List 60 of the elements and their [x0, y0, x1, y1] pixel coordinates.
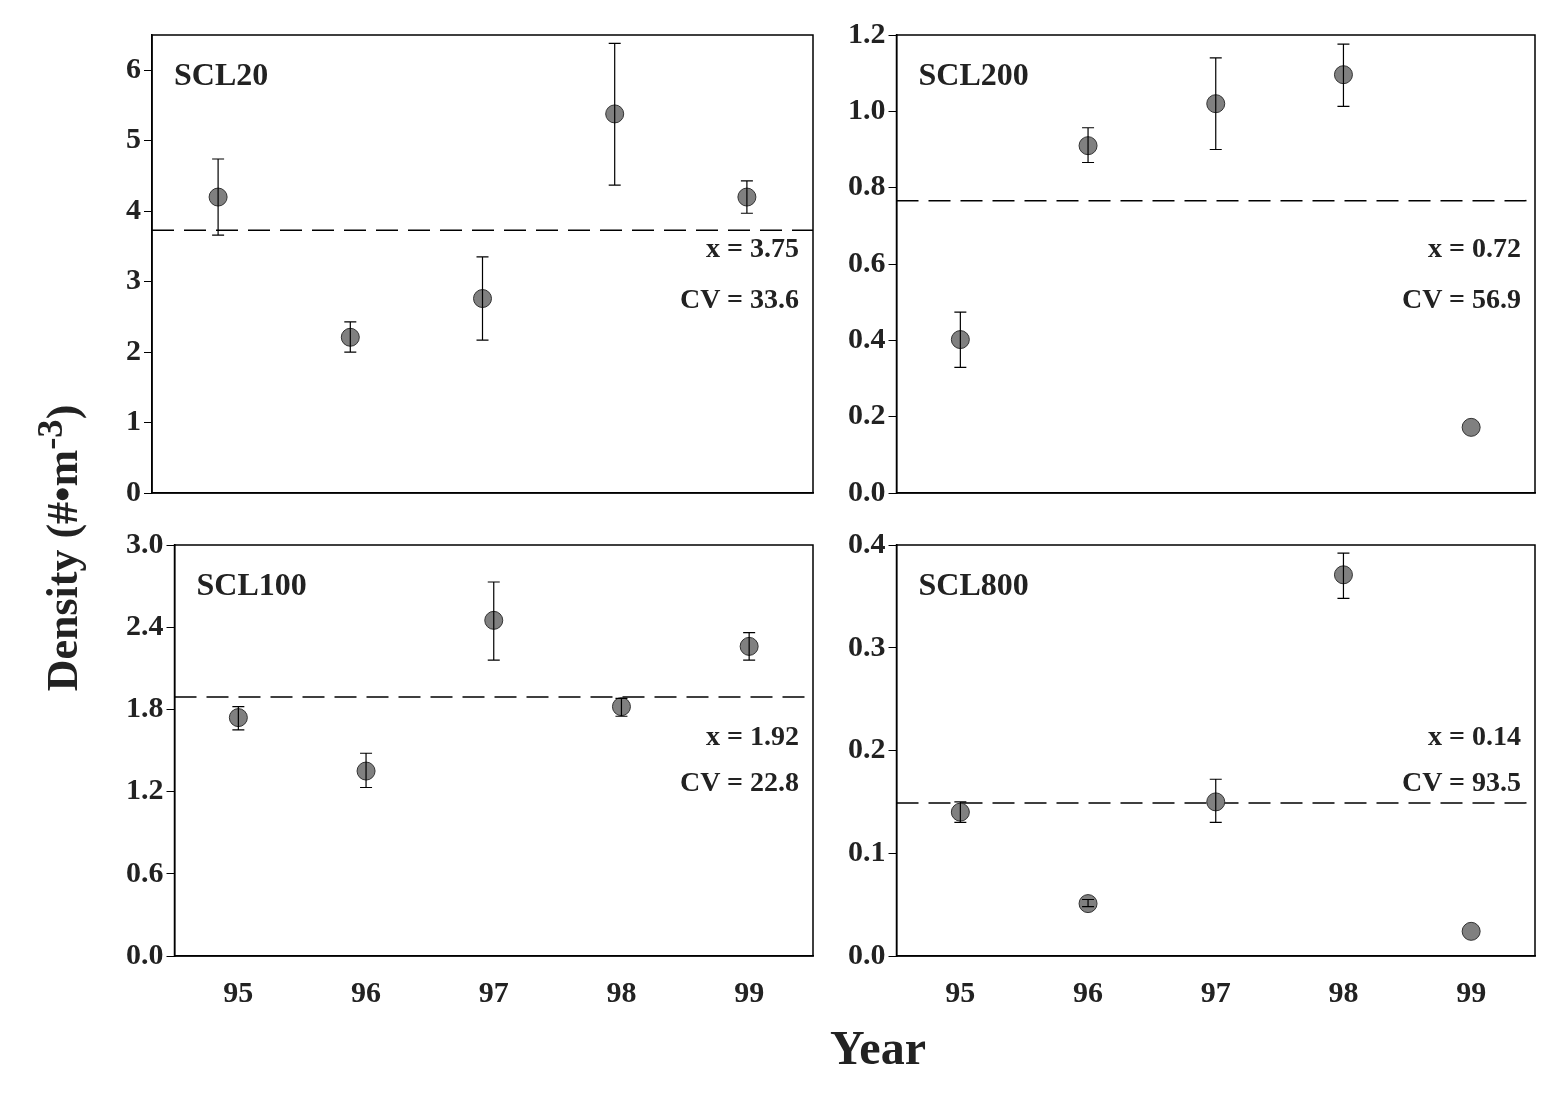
- y-tick-label: 0.6: [126, 854, 164, 888]
- y-tick-label: 0: [126, 473, 141, 507]
- annotation: SCL800: [918, 566, 1029, 603]
- annotation: CV = 33.6: [680, 282, 799, 314]
- y-tick-label: 0.6: [848, 244, 886, 278]
- annotation: CV = 22.8: [680, 765, 799, 797]
- x-tick-label: 98: [1328, 974, 1359, 1008]
- annotation: CV = 93.5: [1402, 765, 1521, 797]
- point: [1206, 94, 1226, 114]
- y-tick-label: 2: [126, 332, 141, 366]
- annotation: CV = 56.9: [1402, 282, 1521, 314]
- point: [484, 610, 504, 630]
- y-tick-label: 0.2: [848, 731, 886, 765]
- point: [340, 327, 360, 347]
- y-tick-label: 4: [126, 191, 141, 225]
- point: [1461, 921, 1481, 941]
- y-tick-label: 3.0: [126, 525, 164, 559]
- annotation: x = 1.92: [706, 720, 799, 752]
- x-tick-label: 95: [223, 974, 254, 1008]
- y-tick-label: 0.2: [848, 397, 886, 431]
- y-tick-label: 6: [126, 50, 141, 84]
- y-tick-label: 0.0: [126, 936, 164, 970]
- annotation: x = 0.72: [1428, 232, 1521, 264]
- y-tick-label: 1.8: [126, 690, 164, 724]
- x-tick-label: 97: [478, 974, 509, 1008]
- annotation: SCL20: [174, 56, 269, 93]
- y-tick-label: 2.4: [126, 607, 164, 641]
- x-tick-label: 98: [606, 974, 637, 1008]
- y-tick-label: 0.0: [848, 473, 886, 507]
- y-tick-label: 1.2: [126, 772, 164, 806]
- point: [473, 289, 492, 309]
- point: [950, 330, 970, 350]
- y-tick-label: 0.8: [848, 168, 886, 202]
- y-tick-label: 0.3: [848, 628, 886, 662]
- point: [1206, 792, 1226, 812]
- y-tick-label: 3: [126, 262, 141, 296]
- point: [739, 636, 759, 656]
- point: [1461, 417, 1481, 437]
- y-tick-label: 1: [126, 403, 141, 437]
- annotation: SCL200: [918, 56, 1029, 93]
- annotation: SCL100: [196, 566, 307, 603]
- x-tick-label: 95: [945, 974, 976, 1008]
- y-tick-label: 1.0: [848, 92, 886, 126]
- point: [605, 104, 625, 124]
- y-tick-label: 5: [126, 121, 141, 155]
- annotation: x = 3.75: [706, 232, 799, 264]
- annotation: x = 0.14: [1428, 720, 1521, 752]
- x-tick-label: 97: [1200, 974, 1231, 1008]
- y-tick-label: 0.4: [848, 525, 886, 559]
- x-axis-title: Year: [830, 1020, 926, 1075]
- x-tick-label: 99: [734, 974, 765, 1008]
- x-tick-label: 96: [1073, 974, 1104, 1008]
- y-tick-label: 0.1: [848, 834, 886, 867]
- point: [1333, 65, 1353, 85]
- y-tick-label: 1.2: [848, 15, 886, 49]
- y-tick-label: 0.0: [848, 936, 886, 970]
- y-tick-label: 0.4: [848, 321, 886, 355]
- point: [1333, 565, 1353, 585]
- x-tick-label: 96: [351, 974, 382, 1008]
- x-tick-label: 99: [1456, 974, 1487, 1008]
